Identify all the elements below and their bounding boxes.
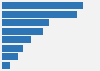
Bar xyxy=(2,11,77,18)
Bar xyxy=(2,45,23,52)
Bar xyxy=(2,36,31,43)
Bar xyxy=(2,53,18,60)
Bar xyxy=(2,19,49,26)
Bar xyxy=(2,2,83,9)
Bar xyxy=(2,62,10,69)
Bar xyxy=(2,28,43,35)
